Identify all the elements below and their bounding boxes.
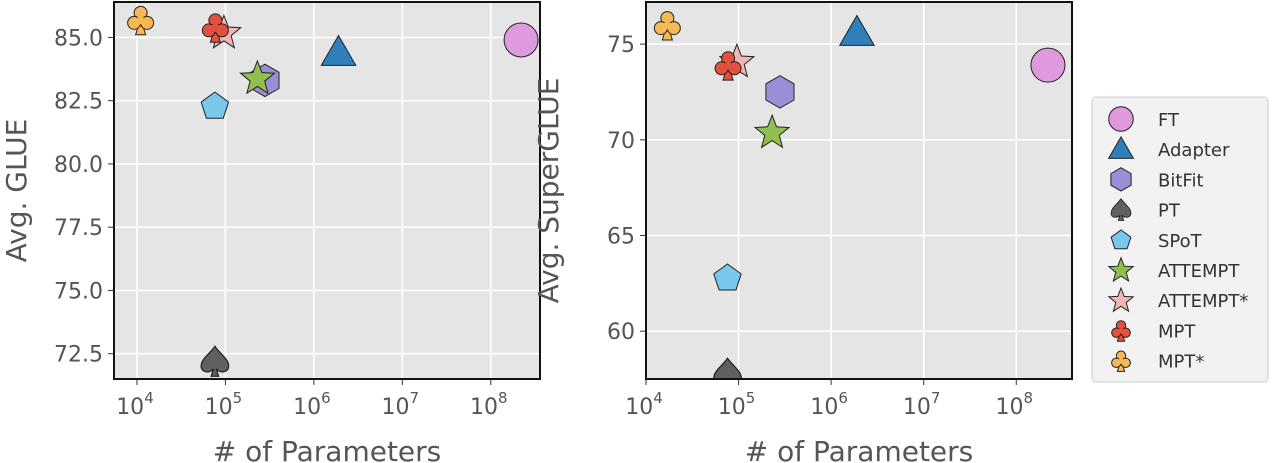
point-spot: [713, 263, 742, 291]
legend-label: BitFit: [1158, 170, 1204, 191]
y-tick-label: 65: [607, 224, 635, 249]
x-tick-exponent: 7: [931, 389, 941, 407]
x-tick-base: 10: [995, 395, 1023, 420]
x-tick-exponent: 8: [1023, 389, 1033, 407]
legend-marker-attempt: [1107, 256, 1135, 283]
y-tick-label: 72.5: [54, 343, 103, 368]
x-tick-exponent: 5: [746, 389, 756, 407]
legend-box: [1091, 96, 1269, 383]
legend-marker-pt: [1110, 197, 1132, 221]
legend-item: MPT: [1111, 320, 1196, 342]
legend-item: BitFit: [1110, 167, 1204, 192]
x-tick-base: 10: [625, 395, 653, 420]
x-tick-base: 10: [293, 395, 321, 420]
legend-item: Adapter: [1107, 135, 1230, 161]
y-tick-label: 80.0: [54, 153, 103, 178]
point-mpt-star: [127, 5, 155, 36]
y-axis-label: Avg. GLUE: [0, 119, 33, 263]
x-tick-label: 106: [810, 389, 848, 420]
legend: FT Adapter BitFit PT SPoT ATTEMPT ATTEMPT* MPT M…: [1091, 96, 1269, 383]
legend-item: FT: [1108, 106, 1180, 132]
point-ft: [1030, 47, 1066, 83]
y-tick-label: 70: [607, 129, 635, 154]
y-tick-label: 60: [607, 320, 635, 345]
legend-label: ATTEMPT: [1158, 261, 1240, 282]
legend-item: PT: [1110, 197, 1181, 222]
x-tick-label: 107: [903, 389, 941, 420]
point-bitfit: [765, 75, 795, 109]
x-tick-label: 108: [995, 389, 1033, 420]
point-mpt: [201, 13, 229, 43]
glue-chart: 104 105 106 107 10872.575.077.580.082.585.0#…: [0, 1, 541, 463]
legend-label: Adapter: [1158, 140, 1230, 161]
point-attempt: [239, 59, 276, 95]
x-axis-label: # of Parameters: [745, 435, 974, 463]
x-tick-exponent: 6: [321, 389, 331, 407]
plot-frame: [645, 1, 1073, 380]
x-axis-label: # of Parameters: [213, 435, 442, 463]
x-tick-base: 10: [205, 395, 233, 420]
point-spot: [200, 91, 230, 119]
x-tick-exponent: 4: [653, 389, 663, 407]
legend-item: MPT*: [1111, 350, 1204, 373]
legend-label: PT: [1158, 201, 1181, 222]
x-tick-base: 10: [718, 395, 746, 420]
x-tick-base: 10: [382, 395, 410, 420]
y-tick-label: 82.5: [54, 90, 103, 115]
x-tick-base: 10: [116, 395, 144, 420]
legend-item: ATTEMPT: [1107, 256, 1240, 283]
plot-frame: [113, 1, 541, 380]
x-tick-base: 10: [903, 395, 931, 420]
y-tick-label: 75: [607, 33, 635, 58]
data-points: [653, 11, 1066, 379]
point-adapter: [838, 14, 876, 46]
legend-label: ATTEMPT*: [1158, 291, 1248, 312]
point-ft: [503, 22, 539, 58]
x-tick-label: 104: [625, 389, 663, 420]
y-tick-label: 77.5: [54, 216, 103, 241]
x-tick-label: 106: [293, 389, 331, 420]
legend-marker-mpt-star: [1111, 350, 1131, 372]
y-tick-label: 85.0: [54, 26, 103, 51]
legend-marker-bitfit: [1110, 167, 1132, 192]
point-pt: [713, 357, 742, 379]
y-tick-label: 75.0: [54, 279, 103, 304]
x-tick-label: 107: [382, 389, 420, 420]
x-tick-label: 105: [718, 389, 756, 420]
x-tick-base: 10: [470, 395, 498, 420]
x-tick-exponent: 5: [233, 389, 243, 407]
x-tick-label: 108: [470, 389, 508, 420]
x-tick-exponent: 6: [838, 389, 848, 407]
x-tick-exponent: 8: [498, 389, 508, 407]
x-tick-label: 104: [116, 389, 154, 420]
legend-label: MPT*: [1158, 352, 1204, 373]
legend-marker-mpt: [1111, 320, 1131, 342]
x-tick-label: 105: [205, 389, 243, 420]
legend-marker-adapter: [1107, 135, 1135, 159]
x-tick-exponent: 7: [410, 389, 420, 407]
plot-area: [646, 2, 1072, 379]
data-points: [127, 5, 539, 377]
point-mpt-star: [653, 11, 681, 41]
point-adapter: [320, 34, 357, 66]
legend-marker-spot: [1110, 229, 1132, 250]
x-tick-exponent: 4: [144, 389, 154, 407]
legend-label: MPT: [1158, 321, 1196, 342]
legend-marker-ft: [1108, 106, 1134, 132]
point-attempt: [753, 113, 791, 149]
legend-marker-attempt-star: [1107, 286, 1135, 313]
legend-label: FT: [1158, 110, 1180, 131]
legend-label: SPoT: [1158, 231, 1203, 252]
legend-item: SPoT: [1110, 229, 1203, 252]
y-axis-label: Avg. SuperGLUE: [532, 78, 565, 304]
point-pt: [200, 345, 230, 377]
x-tick-base: 10: [810, 395, 838, 420]
legend-item: ATTEMPT*: [1107, 286, 1248, 313]
point-mpt: [714, 51, 742, 81]
